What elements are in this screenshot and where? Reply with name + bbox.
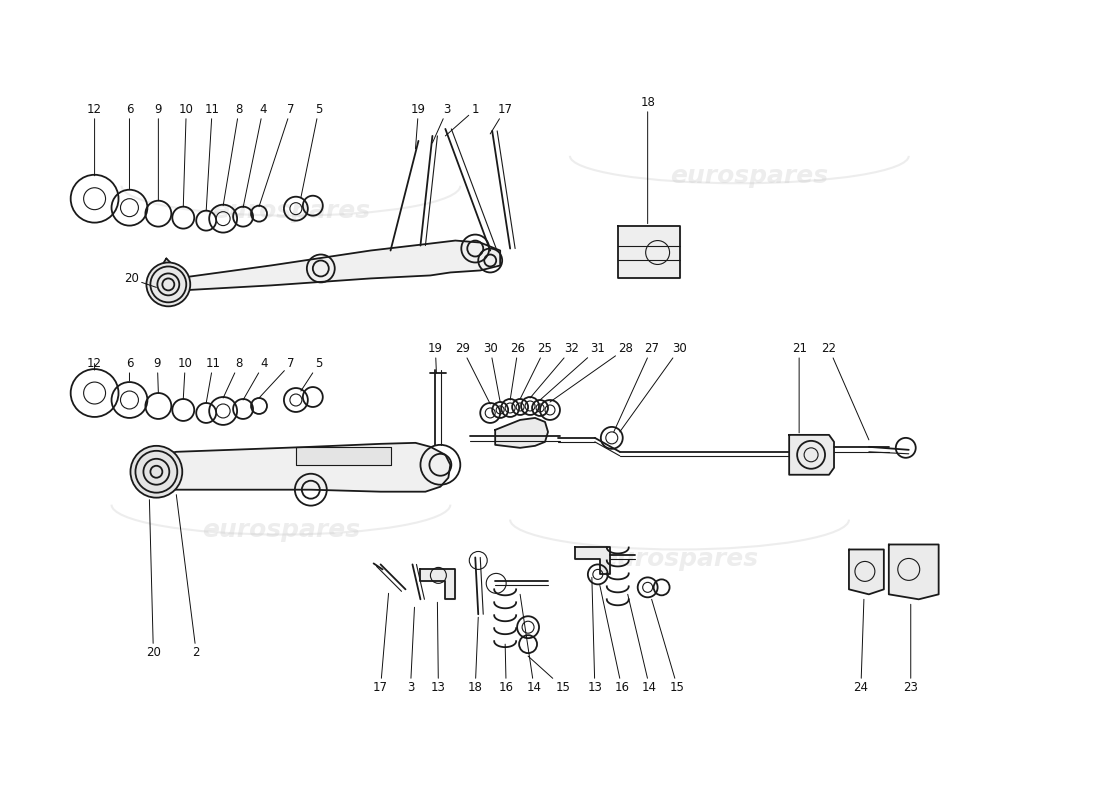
Text: 14: 14 [520, 594, 541, 694]
Text: 26: 26 [510, 342, 526, 400]
Text: 8: 8 [223, 103, 243, 206]
Text: 2: 2 [176, 494, 200, 659]
Text: 17: 17 [491, 103, 513, 134]
Text: 27: 27 [614, 342, 659, 432]
Text: 20: 20 [146, 500, 161, 659]
Text: 4: 4 [243, 103, 267, 208]
Text: 31: 31 [540, 342, 605, 400]
Text: 7: 7 [258, 103, 295, 206]
Text: 6: 6 [125, 103, 133, 189]
Text: 6: 6 [125, 357, 133, 381]
Text: 30: 30 [483, 342, 500, 402]
Text: 13: 13 [587, 578, 603, 694]
Text: 22: 22 [822, 342, 869, 440]
Polygon shape [296, 447, 390, 465]
Polygon shape [889, 545, 938, 599]
Text: 18: 18 [468, 618, 483, 694]
Text: 28: 28 [550, 342, 634, 402]
Text: 4: 4 [243, 357, 267, 400]
Text: 13: 13 [431, 602, 446, 694]
Text: eurospares: eurospares [202, 518, 360, 542]
Text: eurospares: eurospares [601, 547, 759, 571]
Circle shape [131, 446, 183, 498]
Text: 32: 32 [530, 342, 580, 398]
Text: 11: 11 [205, 103, 220, 210]
Text: 7: 7 [258, 357, 295, 398]
Circle shape [146, 262, 190, 306]
Text: 18: 18 [640, 96, 656, 224]
Text: 10: 10 [178, 357, 192, 399]
Text: 20: 20 [124, 272, 156, 287]
Polygon shape [176, 241, 501, 290]
Text: 19: 19 [411, 103, 426, 149]
Text: 19: 19 [428, 342, 443, 373]
Text: 15: 15 [651, 599, 685, 694]
Polygon shape [420, 570, 455, 599]
Polygon shape [575, 547, 609, 574]
Text: 3: 3 [432, 103, 451, 143]
Text: 16: 16 [600, 586, 629, 694]
Text: 24: 24 [854, 599, 868, 694]
Polygon shape [618, 226, 680, 278]
Text: 3: 3 [407, 607, 415, 694]
Text: eurospares: eurospares [212, 198, 370, 222]
Text: 5: 5 [301, 357, 322, 391]
Text: eurospares: eurospares [670, 164, 828, 188]
Text: 30: 30 [619, 342, 686, 432]
Text: 29: 29 [454, 342, 491, 404]
Text: 12: 12 [87, 103, 102, 176]
Text: 11: 11 [206, 357, 221, 403]
Text: 21: 21 [792, 342, 806, 433]
Polygon shape [143, 443, 450, 492]
Text: 12: 12 [87, 357, 102, 370]
Polygon shape [154, 258, 179, 300]
Text: 23: 23 [903, 604, 918, 694]
Text: 9: 9 [154, 357, 161, 393]
Text: 25: 25 [520, 342, 552, 399]
Text: 1: 1 [446, 103, 478, 136]
Text: 10: 10 [179, 103, 194, 206]
Text: 8: 8 [223, 357, 243, 398]
Text: 16: 16 [498, 644, 514, 694]
Polygon shape [789, 435, 834, 474]
Text: 17: 17 [373, 594, 388, 694]
Polygon shape [495, 418, 548, 448]
Text: 15: 15 [528, 656, 571, 694]
Text: 5: 5 [301, 103, 322, 198]
Text: 14: 14 [628, 594, 657, 694]
Polygon shape [849, 550, 883, 594]
Text: 9: 9 [155, 103, 162, 201]
